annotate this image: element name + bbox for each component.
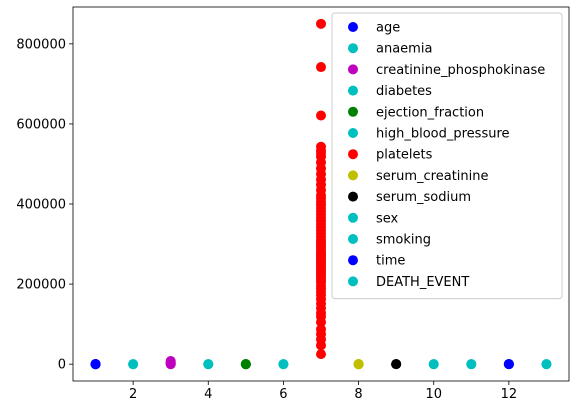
- legend-label: platelets: [376, 148, 433, 163]
- data-point: [90, 359, 101, 370]
- data-point: [316, 141, 326, 152]
- legend-label: diabetes: [376, 84, 432, 99]
- legend-label: creatinine_phosphokinase: [376, 63, 545, 78]
- legend-item: smoking: [348, 233, 431, 248]
- y-tick-label: 800000: [16, 37, 66, 52]
- y-axis: 0 200000 400000 600000 800000: [16, 37, 73, 373]
- data-point: [316, 324, 326, 335]
- legend-marker: [348, 64, 358, 75]
- series-creatinine-phosphokinase: [165, 356, 176, 370]
- y-tick-label: 400000: [16, 198, 66, 213]
- legend-label: high_blood_pressure: [376, 127, 510, 142]
- data-point: [428, 359, 439, 370]
- legend-marker: [348, 106, 358, 117]
- legend-marker: [348, 276, 358, 287]
- plot-area: [90, 18, 552, 370]
- legend-label: serum_sodium: [376, 190, 471, 205]
- data-point: [316, 62, 326, 73]
- data-point: [203, 359, 214, 370]
- series-age: [90, 359, 101, 370]
- legend-item: platelets: [348, 148, 433, 163]
- legend-marker: [348, 22, 358, 32]
- legend-item: high_blood_pressure: [348, 127, 510, 142]
- legend-marker: [348, 149, 358, 160]
- data-point: [128, 359, 139, 370]
- legend-label: DEATH_EVENT: [376, 275, 469, 290]
- legend-item: DEATH_EVENT: [348, 275, 469, 290]
- legend-marker: [348, 85, 358, 96]
- series-sex: [428, 359, 439, 370]
- series-time: [503, 359, 514, 370]
- legend-marker: [348, 128, 358, 138]
- x-tick-label: 8: [354, 387, 362, 402]
- series-ejection-fraction: [240, 359, 251, 370]
- legend-marker: [348, 170, 358, 181]
- data-point: [278, 359, 289, 370]
- legend-item: creatinine_phosphokinase: [348, 63, 545, 78]
- legend-marker: [348, 43, 358, 54]
- series-diabetes: [203, 359, 214, 370]
- legend-label: time: [376, 254, 405, 269]
- legend-marker: [348, 191, 358, 202]
- x-tick-label: 6: [279, 387, 287, 402]
- y-tick-label: 200000: [16, 278, 66, 293]
- x-tick-label: 4: [204, 387, 212, 402]
- legend-label: anaemia: [376, 42, 432, 57]
- legend-item: diabetes: [348, 84, 432, 99]
- legend-label: smoking: [376, 233, 431, 248]
- legend-item: anaemia: [348, 42, 432, 57]
- legend-item: age: [348, 21, 400, 36]
- legend-label: age: [376, 21, 400, 36]
- series-serum-creatinine: [353, 359, 364, 370]
- data-point: [391, 359, 402, 370]
- x-tick-label: 12: [501, 387, 518, 402]
- legend-label: sex: [376, 211, 399, 226]
- legend-item: serum_sodium: [348, 190, 471, 205]
- legend-marker: [348, 212, 358, 223]
- legend-label: ejection_fraction: [376, 105, 484, 120]
- series-serum-sodium: [391, 359, 402, 370]
- series-high-blood-pressure: [278, 359, 289, 370]
- data-point: [541, 359, 552, 370]
- series-platelets: [316, 18, 326, 360]
- data-point: [165, 356, 176, 367]
- legend-item: serum_creatinine: [348, 169, 489, 184]
- x-tick-label: 10: [425, 387, 442, 402]
- data-point: [466, 359, 477, 370]
- legend-item: sex: [348, 211, 399, 226]
- legend: age anaemia creatinine_phosphokinasediabet…: [331, 12, 563, 300]
- legend-item: time: [348, 254, 405, 269]
- axes-frame: [72, 6, 570, 382]
- legend-box: [331, 12, 563, 300]
- series-anaemia: [128, 359, 139, 370]
- legend-marker: [348, 255, 358, 266]
- legend-label: serum_creatinine: [376, 169, 489, 184]
- legend-marker: [348, 234, 358, 244]
- x-tick-label: 2: [129, 387, 137, 402]
- series-smoking: [466, 359, 477, 370]
- data-point: [316, 110, 326, 121]
- data-point: [240, 359, 251, 370]
- data-point: [316, 18, 326, 29]
- y-tick-label: 0: [58, 358, 66, 373]
- data-point: [316, 349, 326, 360]
- x-axis: 2 4 6 8 10 12: [129, 381, 517, 402]
- data-point: [353, 359, 364, 370]
- y-tick-label: 600000: [16, 117, 66, 132]
- legend-item: ejection_fraction: [348, 105, 484, 120]
- data-point: [503, 359, 514, 370]
- series-death-event: [541, 359, 552, 370]
